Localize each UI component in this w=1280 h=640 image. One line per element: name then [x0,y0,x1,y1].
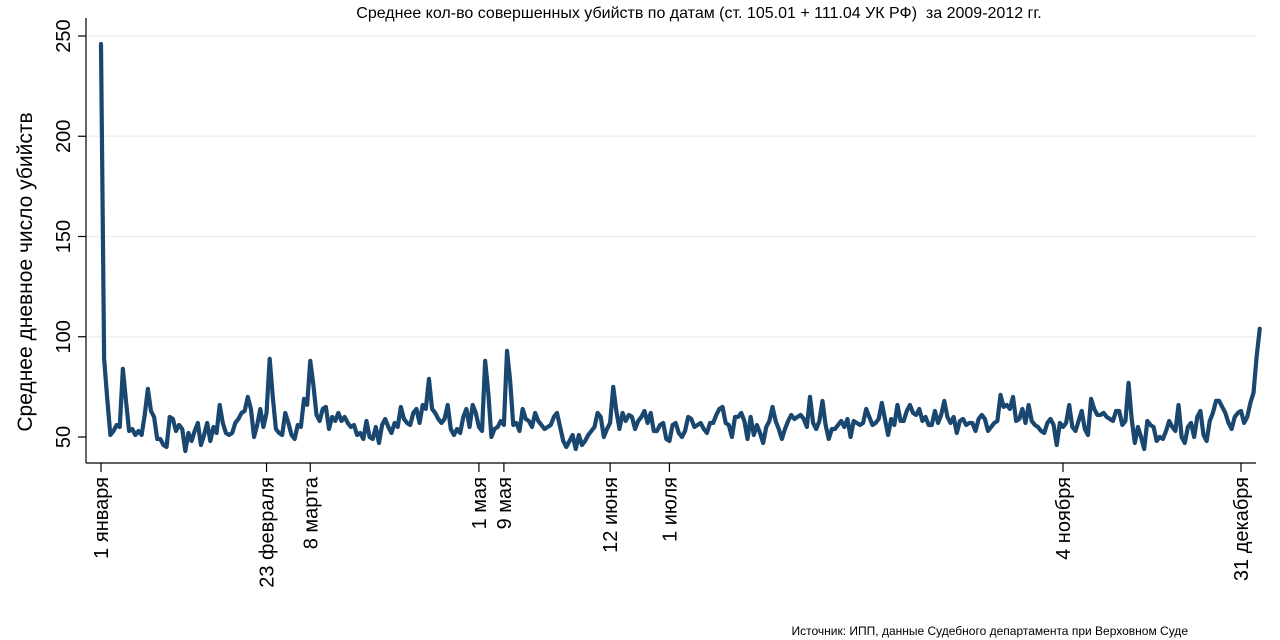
x-tick-label: 9 мая [494,477,516,529]
y-axis-label: Среднее дневное число убийств [14,112,37,431]
y-tick-label: 50 [53,426,75,448]
x-tick-label: 8 марта [300,476,322,549]
y-axis-ticks: 50 100 150 200 250 [53,19,86,448]
x-axis-ticks: 1 января 23 февраля 8 марта 1 мая 9 мая 12 ию… [91,463,1253,588]
y-tick-label: 200 [53,120,75,153]
y-tick-label: 250 [53,19,75,52]
x-tick-label: 1 января [91,477,113,559]
x-tick-label: 1 мая [469,477,491,529]
series-line [98,41,1262,454]
gridlines [88,35,1256,338]
chart-title: Среднее кол-во совершенных убийств по да… [356,5,1042,22]
x-tick-label: 12 июня [600,477,622,553]
source-note: Источник: ИПП, данные Судебного департам… [791,624,1189,638]
x-tick-label: 1 июля [659,477,681,542]
axes [85,18,1256,464]
x-tick-label: 4 ноября [1053,477,1075,560]
x-tick-label: 23 февраля [257,477,279,588]
y-tick-label: 150 [53,220,75,253]
y-tick-label: 100 [53,320,75,353]
x-tick-label: 31 декабря [1231,477,1253,581]
plot-area [98,41,1262,454]
